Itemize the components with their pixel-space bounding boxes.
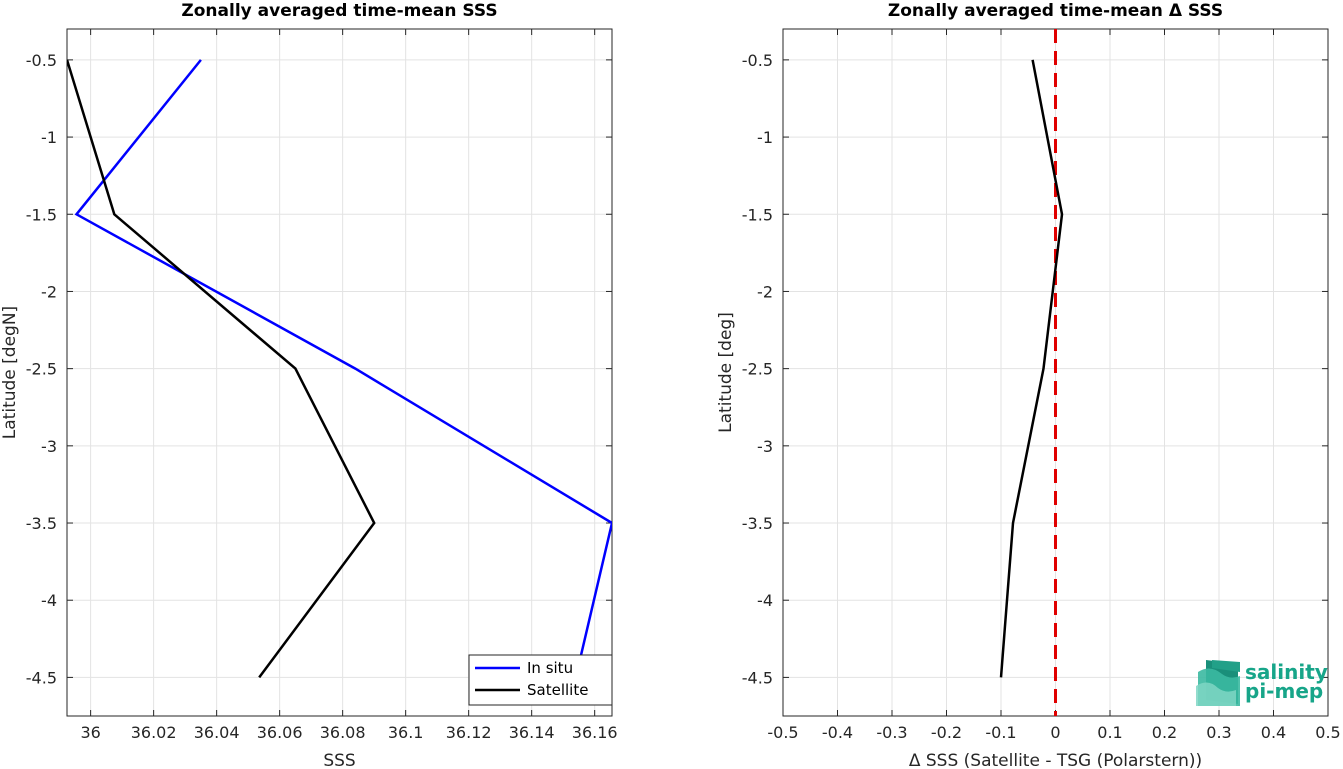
x-tick-label: 36.16 — [572, 723, 618, 742]
y-tick-label: -4 — [41, 591, 57, 610]
y-tick-label: -1 — [41, 128, 57, 147]
x-tick-label: 36.06 — [257, 723, 303, 742]
x-tick-label: -0.1 — [985, 723, 1016, 742]
y-tick-label: -4.5 — [26, 668, 57, 687]
x-tick-label: 36.02 — [131, 723, 177, 742]
salinity-pi-mep-logo: salinity pi-mep — [1196, 660, 1328, 706]
y-tick-label: -4.5 — [742, 668, 773, 687]
plot-area — [67, 29, 612, 716]
x-tick-label: 0.2 — [1152, 723, 1177, 742]
series-line-in-situ — [74, 59, 612, 678]
x-tick-label: 36.14 — [509, 723, 555, 742]
x-tick-label: 0.5 — [1315, 723, 1340, 742]
x-axis-label: SSS — [323, 751, 355, 769]
y-axis-label: Latitude [degN] — [0, 306, 20, 439]
y-tick-label: -2.5 — [26, 360, 57, 379]
logo-text-salinity: salinity — [1245, 660, 1328, 684]
x-tick-label: -0.4 — [822, 723, 853, 742]
delta-sss-panel: -0.5 -0.4 -0.3 -0.2 -0.1 0 0.1 0.2 0.3 0.4 0.5 -0.5… — [716, 1, 1341, 769]
x-tick-label: -0.3 — [876, 723, 907, 742]
x-tick-label: -0.2 — [931, 723, 962, 742]
x-tick-label: 36.04 — [194, 723, 240, 742]
x-axis-label: Δ SSS (Satellite - TSG (Polarstern)) — [909, 751, 1202, 769]
x-tick-label: 0.4 — [1261, 723, 1286, 742]
sss-panel: 36 36.02 36.04 36.06 36.08 36.1 36.12 36.14 36.1… — [0, 1, 618, 769]
y-tick-label: -1.5 — [26, 205, 57, 224]
y-tick-label: -0.5 — [742, 51, 773, 70]
y-tick-label: -0.5 — [26, 51, 57, 70]
y-tick-label: -2 — [757, 282, 773, 301]
chart-title: Zonally averaged time-mean Δ SSS — [888, 1, 1223, 21]
x-tick-label: 0.3 — [1206, 723, 1231, 742]
chart-title: Zonally averaged time-mean SSS — [181, 1, 497, 21]
legend: In situ Satellite — [468, 654, 613, 706]
legend-box — [468, 654, 613, 706]
y-tick-label: -3.5 — [742, 514, 773, 533]
series-line-delta-sss — [999, 59, 1064, 678]
y-tick-label: -3 — [757, 437, 773, 456]
x-tick-label: 0.1 — [1097, 723, 1122, 742]
x-tick-label: 36 — [80, 723, 100, 742]
x-tick-label: 0 — [1050, 723, 1060, 742]
series-line-satellite — [67, 59, 376, 679]
axes-box — [66, 28, 613, 717]
x-tick-label: 36.12 — [446, 723, 492, 742]
logo-text-pi-mep: pi-mep — [1245, 679, 1323, 703]
y-tick-label: -1 — [757, 128, 773, 147]
y-tick-label: -4 — [757, 591, 773, 610]
legend-label-in-situ: In situ — [527, 659, 573, 677]
x-tick-label: 36.1 — [388, 723, 424, 742]
x-tick-label: 36.08 — [320, 723, 366, 742]
y-tick-label: -1.5 — [742, 205, 773, 224]
wave-logo-icon — [1196, 660, 1240, 706]
y-axis-label: Latitude [deg] — [716, 312, 736, 433]
y-tick-label: -2 — [41, 282, 57, 301]
y-tick-label: -3 — [41, 437, 57, 456]
y-tick-label: -2.5 — [742, 360, 773, 379]
y-tick-label: -3.5 — [26, 514, 57, 533]
x-tick-label: -0.5 — [767, 723, 798, 742]
legend-label-satellite: Satellite — [527, 681, 588, 699]
